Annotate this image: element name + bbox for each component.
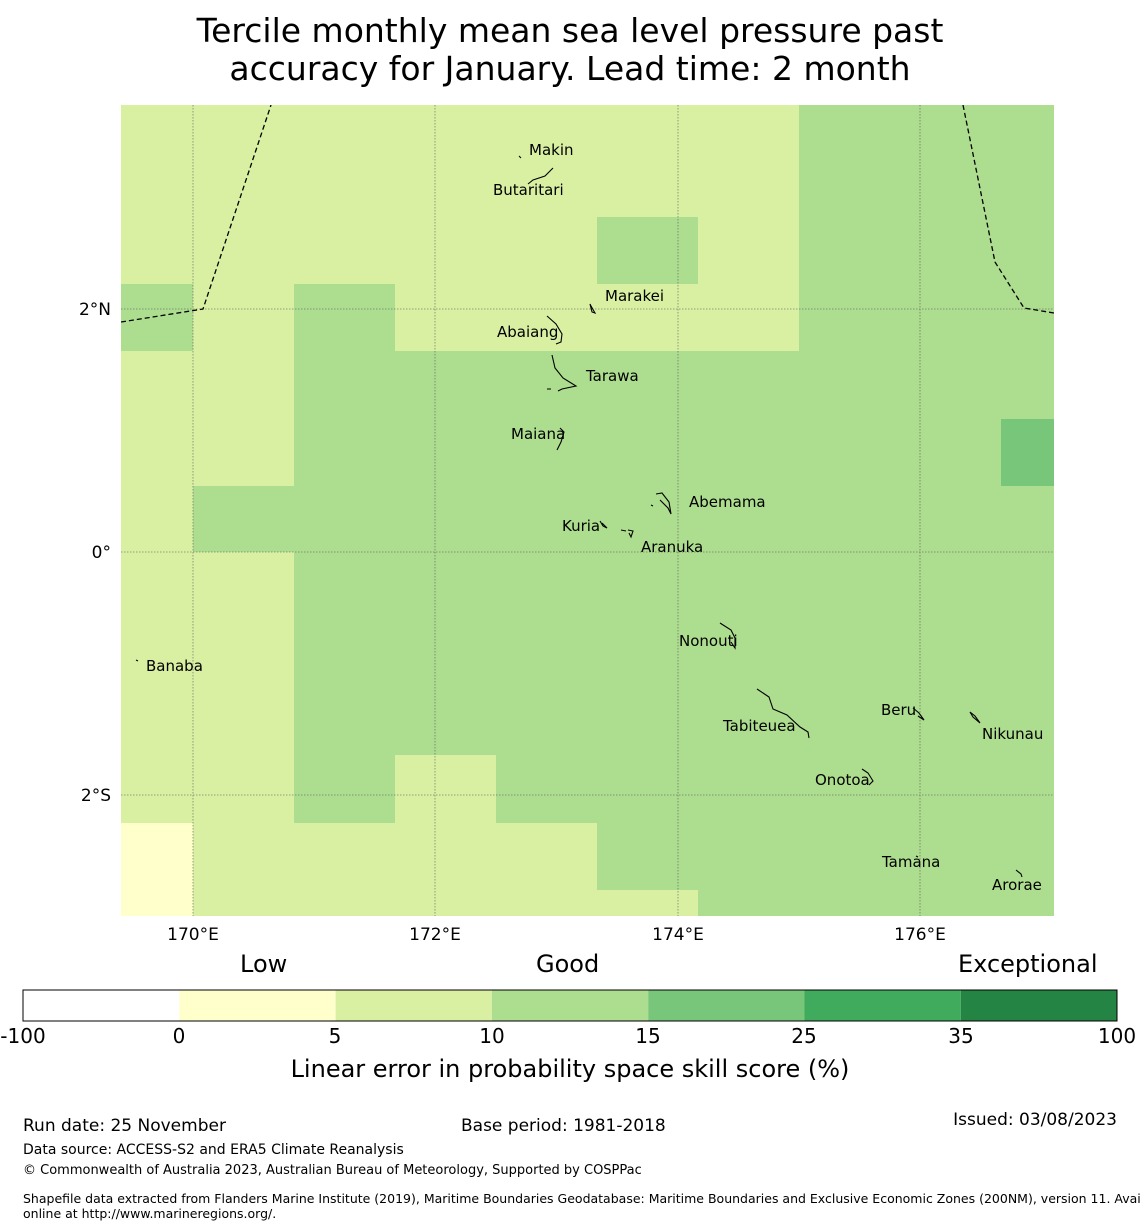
island-label-aranuka: Aranuka [641,538,703,556]
island-outline-abaiang [546,315,563,345]
y-tick-label: 0° [92,543,111,563]
grid-cell-15-25 [1001,419,1054,486]
colorbar-bin [648,990,805,1021]
island-outline-nikunau [969,711,981,724]
colorbar-tick: 25 [791,1024,817,1048]
island-outline-kuria [599,520,608,529]
island-label-abaiang: Abaiang [497,323,558,341]
island-outline-nonouti [719,622,736,650]
data-source: Data source: ACCESS-S2 and ERA5 Climate … [23,1142,404,1158]
colorbar-bin [179,990,336,1021]
grid-cell-10-15 [597,823,799,890]
island-outline-butaritari [527,167,554,185]
colorbar-tick: -100 [0,1024,46,1048]
colorbar-title: Linear error in probability space skill … [290,1055,850,1083]
island-label-onotoa: Onotoa [815,771,870,789]
grid-cell-10-15 [294,755,395,823]
island-label-tabiteuea: Tabiteuea [722,717,796,735]
island-outline-aranuka [620,529,634,539]
island-label-abemama: Abemama [689,493,766,511]
island-label-maiana: Maiana [511,425,565,443]
shapefile-credit-line1: Shapefile data extracted from Flanders M… [23,1191,1140,1206]
island-outline-arorae [1015,869,1023,878]
island-label-marakei: Marakei [605,287,664,305]
island-outline-makin [518,155,522,159]
y-tick-label: 2°S [81,786,111,806]
copyright: © Commonwealth of Australia 2023, Austra… [23,1163,642,1178]
chart-title-line2: accuracy for January. Lead time: 2 month [229,49,911,88]
island-outline-abemama [650,492,672,515]
island-label-arorae: Arorae [992,876,1042,894]
grid-cell-10-15 [496,755,799,823]
grid-cell-10-15 [294,351,799,755]
colorbar-tick: 35 [948,1024,974,1048]
y-tick-label: 2°N [79,300,111,320]
island-label-tarawa: Tarawa [585,367,639,385]
skill-level-exceptional: Exceptional [958,950,1098,978]
colorbar-tick: 15 [635,1024,661,1048]
island-outline-marakei [589,303,597,314]
colorbar-bin [960,990,1117,1021]
colorbar-tick: 0 [172,1024,186,1048]
x-tick-label: 170°E [167,925,219,945]
island-label-nikunau: Nikunau [982,725,1043,743]
island-label-butaritari: Butaritari [493,181,564,199]
grid-cell-10-15 [698,890,799,916]
x-tick-label: 176°E [894,925,946,945]
island-outline-maiana [556,427,565,451]
shapefile-credit-line2: online at http://www.marineregions.org/. [23,1206,277,1221]
eez-boundary-east [962,105,1054,314]
island-label-nonouti: Nonouti [679,632,738,650]
island-outline-tamana [915,855,919,858]
island-label-beru: Beru [881,701,916,719]
colorbar-bin [335,990,492,1021]
island-outline-tarawa [547,354,578,392]
island-outline-tabiteuea [756,688,810,739]
colorbar-bin [23,990,180,1021]
island-label-makin: Makin [529,141,574,159]
issued-date: Issued: 03/08/2023 [953,1110,1117,1130]
chart-title-line1: Tercile monthly mean sea level pressure … [196,11,944,50]
island-label-kuria: Kuria [562,517,600,535]
grid-cell-10-15 [597,217,698,284]
colorbar-tick: 10 [479,1024,505,1048]
x-tick-label: 172°E [409,925,461,945]
island-label-banaba: Banaba [146,657,203,675]
skill-level-low: Low [240,950,288,978]
x-tick-label: 174°E [652,925,704,945]
island-outline-beru [912,707,925,721]
colorbar-bin [491,990,649,1021]
colorbar [22,989,1118,1022]
grid-cell-0-5 [121,823,193,916]
grid-cell-10-15 [799,105,1054,916]
eez-boundary-west [121,105,272,323]
base-period: Base period: 1981-2018 [461,1116,666,1136]
skill-level-good: Good [536,950,600,978]
grid-cell-10-15 [193,486,294,552]
grid-cell-10-15 [294,284,395,351]
colorbar-tick: 5 [328,1024,342,1048]
run-date: Run date: 25 November [23,1116,226,1136]
colorbar-bin [804,990,961,1021]
colorbar-frame [22,989,1118,1022]
grid-cell-10-15 [121,284,193,351]
island-outline-onotoa [861,768,874,786]
skill-grid: Makin Butaritari Marakei Abaiang Tarawa … [121,105,1054,916]
island-label-tamana: Tamana [881,853,940,871]
island-outline-banaba [135,659,139,662]
colorbar-tick: 100 [1097,1024,1137,1048]
